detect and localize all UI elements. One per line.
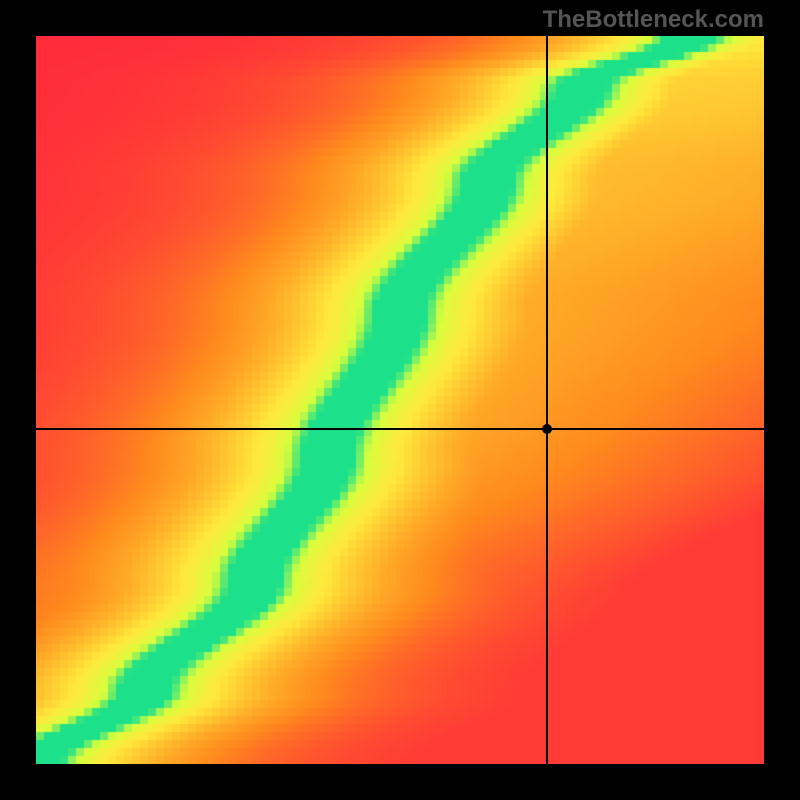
watermark-text: TheBottleneck.com [543, 6, 764, 34]
crosshair-vertical [546, 36, 548, 764]
heatmap-plot [36, 36, 764, 764]
crosshair-horizontal [36, 428, 764, 430]
chart-frame: TheBottleneck.com [0, 0, 800, 800]
heatmap-canvas [36, 36, 764, 764]
